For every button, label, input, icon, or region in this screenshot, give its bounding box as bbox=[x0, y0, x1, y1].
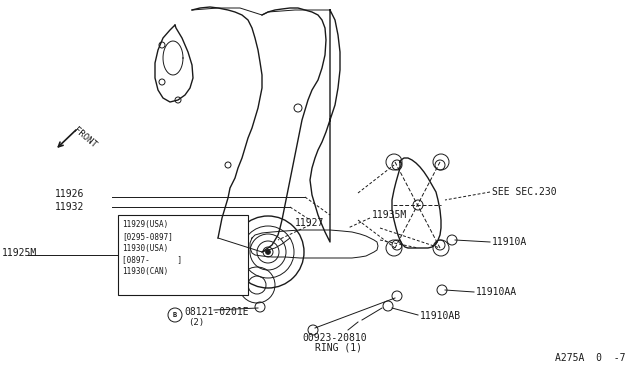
Text: 08121-0201E: 08121-0201E bbox=[184, 307, 248, 317]
Text: RING (1): RING (1) bbox=[315, 343, 362, 353]
Text: 11910AB: 11910AB bbox=[420, 311, 461, 321]
Bar bbox=[118, 215, 248, 295]
Text: 11925M: 11925M bbox=[2, 248, 37, 258]
Text: (2): (2) bbox=[188, 317, 204, 327]
Text: A275A  0  -7: A275A 0 -7 bbox=[555, 353, 625, 363]
Text: 11926: 11926 bbox=[55, 189, 84, 199]
Text: 11935M: 11935M bbox=[372, 210, 407, 220]
Text: 11910AA: 11910AA bbox=[476, 287, 517, 297]
Text: FRONT: FRONT bbox=[72, 126, 99, 150]
Text: 11929(USA)
[0295-0897]
11930(USA)
[0897-      ]
11930(CAN): 11929(USA) [0295-0897] 11930(USA) [0897-… bbox=[122, 220, 182, 276]
Text: SEE SEC.230: SEE SEC.230 bbox=[492, 187, 557, 197]
Text: 11910A: 11910A bbox=[492, 237, 527, 247]
Text: 00923-20810: 00923-20810 bbox=[302, 333, 367, 343]
Text: B: B bbox=[173, 312, 177, 318]
Text: 11927: 11927 bbox=[295, 218, 324, 228]
Circle shape bbox=[266, 250, 271, 254]
Text: 11932: 11932 bbox=[55, 202, 84, 212]
